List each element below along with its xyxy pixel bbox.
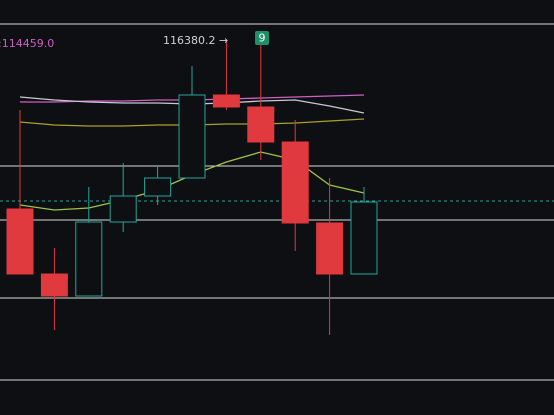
candle-body bbox=[316, 222, 344, 275]
signal-label: 9 bbox=[259, 32, 266, 45]
candle-body bbox=[109, 195, 137, 223]
candle-body bbox=[247, 106, 275, 143]
candle-body bbox=[178, 94, 206, 179]
candle-body bbox=[212, 94, 240, 108]
candle-body bbox=[40, 273, 68, 297]
candle-body bbox=[75, 221, 103, 297]
signal-badge bbox=[255, 31, 269, 45]
candle-body bbox=[144, 177, 172, 197]
ma-label: :114459.0 bbox=[0, 37, 54, 50]
candle-body bbox=[6, 208, 34, 275]
candle-body bbox=[281, 141, 309, 224]
max-label: 116380.2 → bbox=[163, 34, 228, 47]
candle-body bbox=[350, 201, 378, 275]
